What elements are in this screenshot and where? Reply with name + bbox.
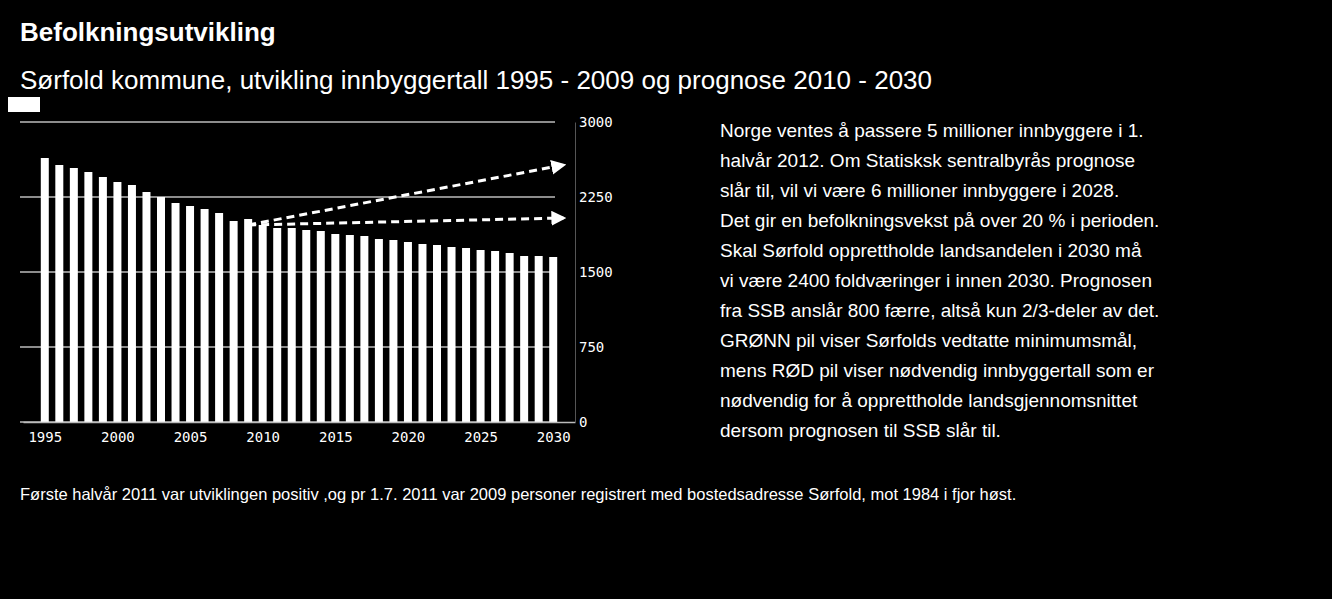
bar [549,257,557,422]
background [0,0,1332,599]
annotation-line: Det gir en befolkningsvekst på over 20 %… [720,210,1159,231]
legend-box [8,97,40,112]
bar [142,192,150,422]
x-tick: 2000 [101,422,135,445]
x-tick: 2015 [319,422,353,445]
bar [331,234,339,422]
y-axis: 0 750 1500 2250 3000 [575,114,613,430]
bar [433,245,441,422]
x-tick-label: 2015 [319,429,353,445]
x-tick: 1995 [28,422,62,445]
bar [157,197,165,422]
y-tick: 3000 [575,114,613,130]
bar [302,230,310,422]
bar [128,185,136,422]
bar [346,235,354,422]
y-tick-label: 1500 [579,264,613,280]
y-tick-label: 2250 [579,189,613,205]
x-tick: 2020 [392,422,426,445]
y-tick: 1500 [575,264,613,280]
annotation-line: vi være 2400 foldværinger i innen 2030. … [720,270,1152,291]
bar [491,251,499,422]
bar [375,239,383,422]
bar [418,244,426,422]
arrow [248,165,563,225]
bar [389,240,397,422]
bar [186,206,194,422]
x-tick-label: 2010 [246,429,280,445]
bar [70,168,78,422]
bar [84,172,92,422]
y-tick-label: 750 [579,339,604,355]
annotation-line: mens RØD pil viser nødvendig innbyggerta… [720,360,1155,381]
x-tick: 2005 [174,422,208,445]
annotation-line: GRØNN pil viser Sørfolds vedtatte minimu… [720,330,1137,351]
annotation-line: Norge ventes å passere 5 millioner innby… [720,120,1144,141]
bar [448,247,456,422]
y-tick-label: 3000 [579,114,613,130]
footnote: Første halvår 2011 var utviklingen posit… [20,485,1016,503]
x-axis-line [24,422,576,424]
bar [506,253,514,422]
annotation-line: nødvendig for å opprettholde landsgjenno… [720,390,1138,411]
annotation-line: Skal Sørfold opprettholde landsandelen i… [720,240,1142,261]
bar [41,158,49,422]
marks [41,158,564,422]
y-tick: 0 [575,414,587,430]
x-tick: 2010 [246,422,280,445]
bar [535,256,543,422]
x-tick-label: 2005 [174,429,208,445]
annotation-line: dersom prognosen til SSB slår til. [720,420,1001,441]
bar [462,248,470,422]
bar [244,219,252,422]
subtitle: Sørfold kommune, utvikling innbyggertall… [20,65,932,95]
y-tick: 750 [575,339,604,355]
y-tick: 2250 [575,189,613,205]
bar [288,228,296,422]
chart: Befolkningsutvikling Sørfold kommune, utv… [0,0,1332,599]
grid-line [20,121,555,123]
x-tick-label: 2030 [537,429,571,445]
arrow [248,218,563,225]
bar [360,236,368,422]
x-axis: 1995 2000 2005 2010 2015 2020 2025 2030 [24,422,576,445]
grid [20,122,555,422]
bar [259,225,267,422]
y-tick-label: 0 [579,414,587,430]
bar [55,165,63,422]
x-tick-label: 2000 [101,429,135,445]
bar [215,213,223,422]
bar [404,242,412,422]
bar [172,203,180,422]
x-tick-label: 2020 [392,429,426,445]
bar [317,231,325,422]
annotation-line: slår til, vil vi være 6 millioner innbyg… [720,180,1119,201]
bar [201,209,209,422]
annotation-line: fra SSB anslår 800 færre, altså kun 2/3-… [720,300,1159,321]
x-tick: 2025 [464,422,498,445]
x-tick-label: 1995 [28,429,62,445]
bar [99,177,107,422]
bar [520,256,528,422]
bar [477,250,485,422]
title: Befolkningsutvikling [20,17,276,47]
bar [113,182,121,422]
bar [230,221,238,422]
bar [273,228,281,422]
annotation-text: Norge ventes å passere 5 millioner innby… [720,120,1159,441]
annotation-line: halvår 2012. Om Statisksk sentralbyrås p… [720,150,1135,171]
x-tick-label: 2025 [464,429,498,445]
y-axis-line [575,123,576,423]
x-tick: 2030 [537,422,571,445]
